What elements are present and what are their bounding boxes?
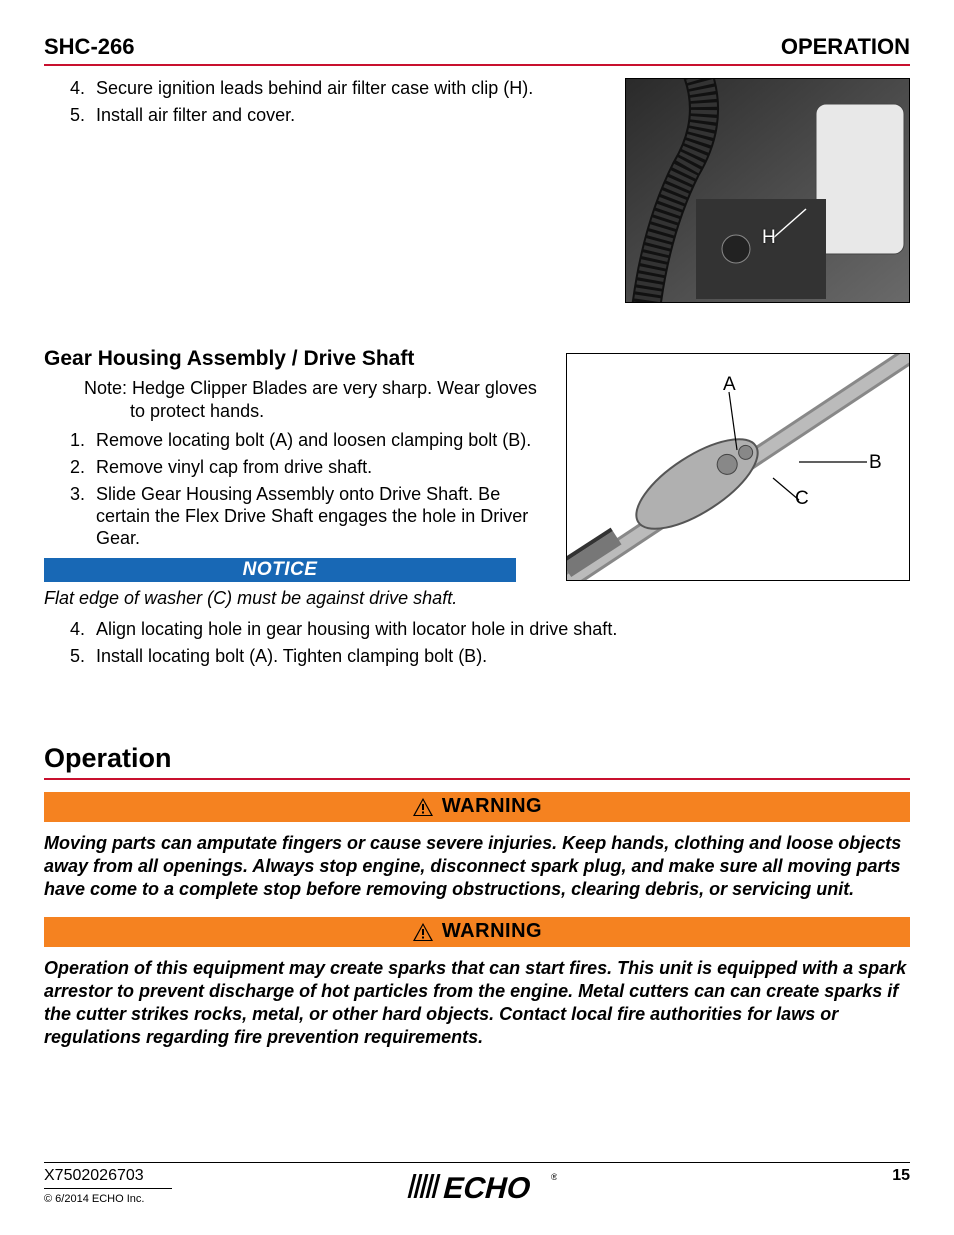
footer-doc-number: X7502026703 <box>44 1167 172 1185</box>
notice-bar: NOTICE <box>44 558 516 582</box>
heading-operation: Operation <box>44 743 910 774</box>
callout-h: H <box>762 227 776 249</box>
figure-gear-housing: A B C <box>566 353 910 581</box>
notice-text: Flat edge of washer (C) must be against … <box>44 588 910 609</box>
warning-label: WARNING <box>442 795 542 818</box>
warning-text-1: Moving parts can amputate fingers or cau… <box>44 832 910 901</box>
warning-triangle-icon <box>412 922 434 942</box>
operation-section: Operation WARNING Moving parts can amput… <box>44 743 910 1049</box>
footer-short-rule <box>44 1188 172 1189</box>
steps-gear-b: Align locating hole in gear housing with… <box>44 619 910 668</box>
callout-a: A <box>723 374 736 396</box>
callout-b: B <box>869 452 882 474</box>
footer-left: X7502026703 © 6/2014 ECHO Inc. <box>44 1167 172 1205</box>
svg-text:ECHO: ECHO <box>440 1171 535 1204</box>
callout-c: C <box>795 488 809 510</box>
footer-page-number: 15 <box>892 1167 910 1185</box>
page-header: SHC-266 OPERATION <box>44 34 910 62</box>
content-block-2: A B C Gear Housing Assembly / Drive Shaf… <box>44 347 910 673</box>
page-footer: X7502026703 © 6/2014 ECHO Inc. 15 ECHO ® <box>44 1162 910 1205</box>
notice-block: NOTICE <box>44 558 516 582</box>
notice-label: NOTICE <box>243 559 318 581</box>
header-section: OPERATION <box>781 34 910 60</box>
svg-text:®: ® <box>551 1172 557 1182</box>
step-item: Align locating hole in gear housing with… <box>90 619 910 641</box>
warning-text-2: Operation of this equipment may create s… <box>44 957 910 1049</box>
step-item: Install locating bolt (A). Tighten clamp… <box>90 646 910 668</box>
operation-rule-red <box>44 778 910 780</box>
footer-copyright: © 6/2014 ECHO Inc. <box>44 1193 172 1205</box>
header-rule-red <box>44 64 910 66</box>
footer-rule <box>44 1162 910 1163</box>
warning-bar-2: WARNING <box>44 917 910 947</box>
content-block-1: H Secure ignition leads behind air filte… <box>44 78 910 319</box>
echo-logo: ECHO ® <box>397 1168 557 1209</box>
warning-bar-1: WARNING <box>44 792 910 822</box>
figure-engine-clip: H <box>625 78 910 303</box>
warning-triangle-icon <box>412 797 434 817</box>
header-model: SHC-266 <box>44 34 134 60</box>
warning-label: WARNING <box>442 920 542 943</box>
